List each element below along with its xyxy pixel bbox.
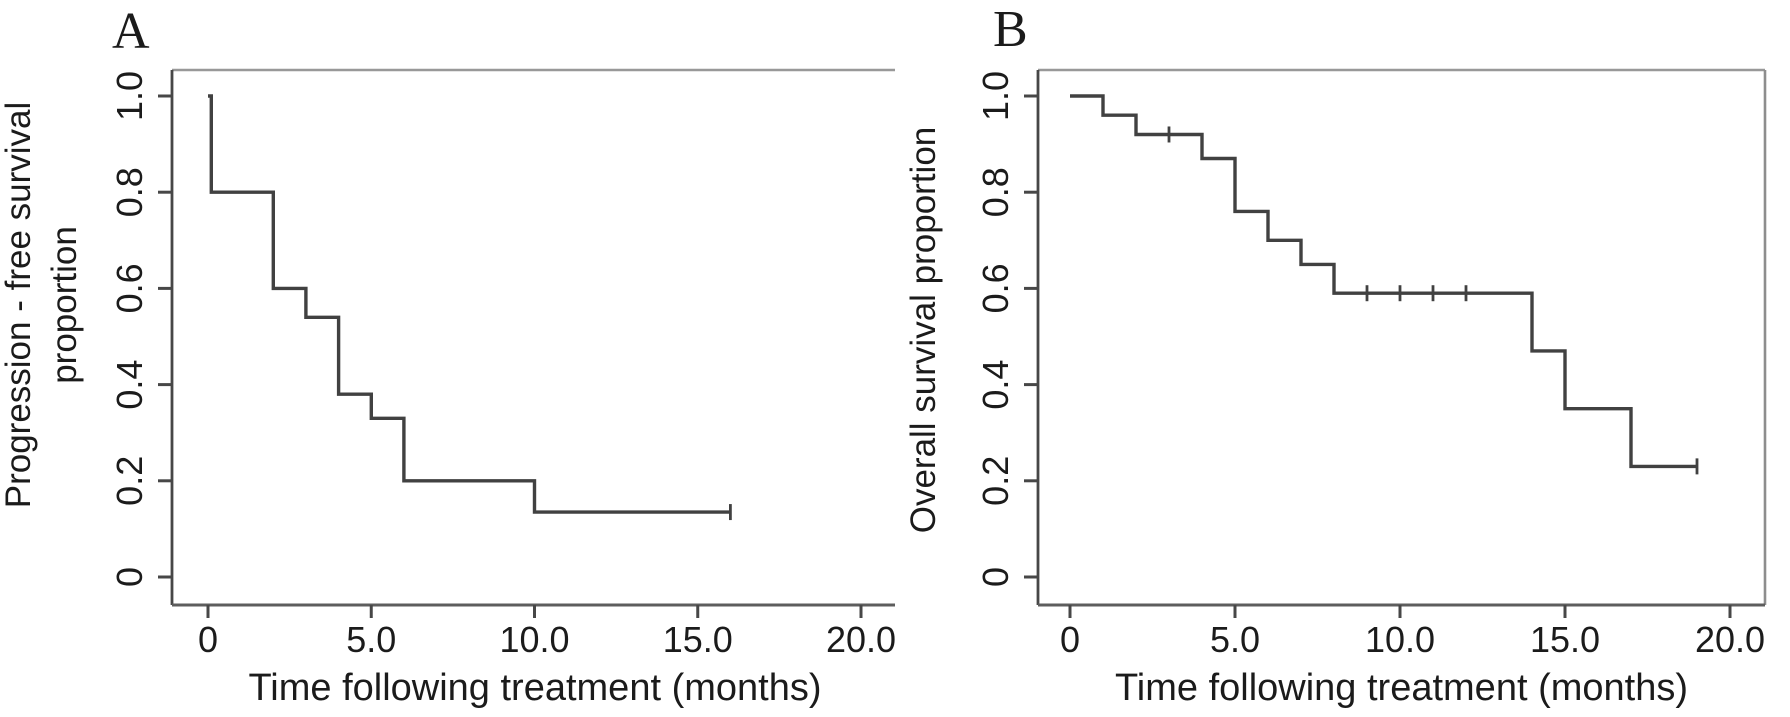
x-axis-title: Time following treatment (months) [248, 667, 821, 709]
plot-background [0, 0, 895, 717]
x-tick-label: 15.0 [663, 619, 733, 660]
y-tick-label: 0.4 [109, 360, 150, 410]
y-axis-title: Overall survival proportion [904, 127, 943, 534]
x-tick-label: 20.0 [1695, 619, 1765, 660]
y-axis-title: Progression - free survival [0, 102, 38, 509]
y-tick-label: 1.0 [109, 71, 150, 121]
y-tick-label: 0.4 [975, 360, 1016, 410]
plot-background [895, 0, 1790, 717]
km-curve [1070, 94, 1697, 469]
y-tick-label: 0 [109, 567, 150, 587]
x-tick-label: 5.0 [1210, 619, 1260, 660]
panel-letter: A [112, 3, 150, 60]
y-tick-label: 0.8 [975, 167, 1016, 217]
km-curve [208, 94, 731, 514]
x-tick-label: 5.0 [346, 619, 396, 660]
x-tick-label: 15.0 [1530, 619, 1600, 660]
x-tick-label: 10.0 [1365, 619, 1435, 660]
y-tick-label: 0.2 [109, 456, 150, 506]
y-tick-label: 0.6 [975, 263, 1016, 313]
x-tick-label: 10.0 [499, 619, 569, 660]
km-chart-svg: 0 5.0 10.0 15.0 20.0 1.0 0.8 0.6 0.4 0.2 0 Time fol… [0, 0, 895, 717]
panel-b: 0 5.0 10.0 15.0 20.0 1.0 0.8 0.6 0.4 0.2 0 Time fol… [895, 0, 1790, 717]
panel-letter: B [993, 1, 1028, 58]
km-chart-svg: 0 5.0 10.0 15.0 20.0 1.0 0.8 0.6 0.4 0.2 0 Time fol… [895, 0, 1790, 717]
panel-a: 0 5.0 10.0 15.0 20.0 1.0 0.8 0.6 0.4 0.2 0 Time fol… [0, 0, 895, 717]
x-tick-label: 0 [1060, 619, 1080, 660]
x-tick-label: 0 [198, 619, 218, 660]
y-tick-label: 0.2 [975, 456, 1016, 506]
y-tick-label: 0.8 [109, 167, 150, 217]
y-tick-label: 1.0 [975, 71, 1016, 121]
x-axis-title: Time following treatment (months) [1115, 667, 1688, 709]
x-tick-label: 20.0 [826, 619, 895, 660]
y-axis-title: proportion [45, 226, 84, 384]
y-tick-label: 0 [975, 567, 1016, 587]
y-tick-label: 0.6 [109, 263, 150, 313]
